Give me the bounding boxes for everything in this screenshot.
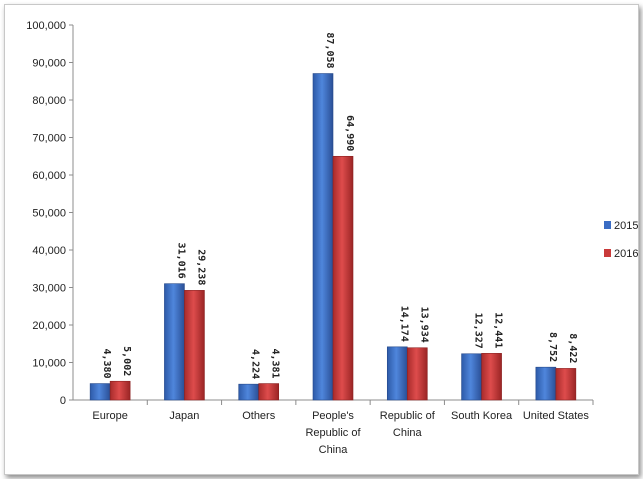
x-tick-label: Republic of China <box>380 410 436 439</box>
data-label: 5,002 <box>121 346 132 376</box>
bar-2016 <box>555 368 577 401</box>
legend-swatch <box>604 249 611 257</box>
y-tick-label: 80,000 <box>32 95 66 107</box>
bar-2016 <box>332 155 354 401</box>
legend: 2015 2016 <box>604 220 638 260</box>
axes: 0 10,000 20,000 30,000 40,000 50,000 60,000 70,… <box>26 20 594 456</box>
bar-2016 <box>184 290 205 401</box>
data-label: 4,224 <box>250 349 261 379</box>
data-label: 29,238 <box>195 249 206 285</box>
data-label: 12,441 <box>493 312 504 348</box>
bar-2016 <box>406 347 428 401</box>
bar-2015 <box>164 283 185 401</box>
y-tick-label: 100,000 <box>26 20 66 32</box>
data-label: 4,381 <box>270 348 281 378</box>
data-label: 31,016 <box>175 243 186 279</box>
data-label: 87,058 <box>324 32 335 68</box>
bar-2015 <box>386 346 408 401</box>
data-labels: 4,380 31,016 4,224 87,058 14,174 12,327 8,752 5… <box>101 32 578 379</box>
y-tick-label: 40,000 <box>32 245 66 257</box>
y-tick-label: 90,000 <box>32 58 66 70</box>
data-label: 8,752 <box>547 332 558 362</box>
data-label: 13,934 <box>418 307 429 343</box>
y-tick-label: 30,000 <box>32 283 66 295</box>
y-tick-label: 60,000 <box>32 170 66 182</box>
y-tick-label: 50,000 <box>32 208 66 220</box>
x-tick-label: United States <box>523 410 590 422</box>
data-label: 14,174 <box>398 306 409 342</box>
data-label: 12,327 <box>473 313 484 349</box>
bar-2016 <box>481 353 502 401</box>
bars <box>89 73 577 401</box>
bar-2015 <box>238 383 260 401</box>
y-tick-label: 20,000 <box>32 320 66 332</box>
bar-2015 <box>312 73 334 401</box>
y-tick-label: 70,000 <box>32 133 66 145</box>
bar-2015 <box>461 353 482 401</box>
y-tick-label: 0 <box>60 395 66 407</box>
legend-label: 2015 <box>614 220 638 232</box>
y-tick-label: 10,000 <box>32 358 66 370</box>
data-label: 64,990 <box>344 115 355 151</box>
data-label: 4,380 <box>101 348 112 378</box>
x-tick-label: People's Republic of China <box>305 410 361 456</box>
chart-frame: 0 10,000 20,000 30,000 40,000 50,000 60,000 70,… <box>4 4 639 475</box>
x-tick-label: South Korea <box>451 410 513 422</box>
x-tick-label: Japan <box>169 410 199 422</box>
legend-swatch <box>604 221 611 229</box>
x-tick-label: Europe <box>92 410 127 422</box>
legend-label: 2016 <box>614 248 638 260</box>
bar-chart: 0 10,000 20,000 30,000 40,000 50,000 60,000 70,… <box>26 20 638 456</box>
bar-2016 <box>109 380 131 401</box>
bar-2015 <box>535 366 557 401</box>
data-label: 8,422 <box>567 333 578 363</box>
bar-2016 <box>258 383 280 401</box>
x-tick-label: Others <box>242 410 276 422</box>
bar-2015 <box>89 383 111 401</box>
